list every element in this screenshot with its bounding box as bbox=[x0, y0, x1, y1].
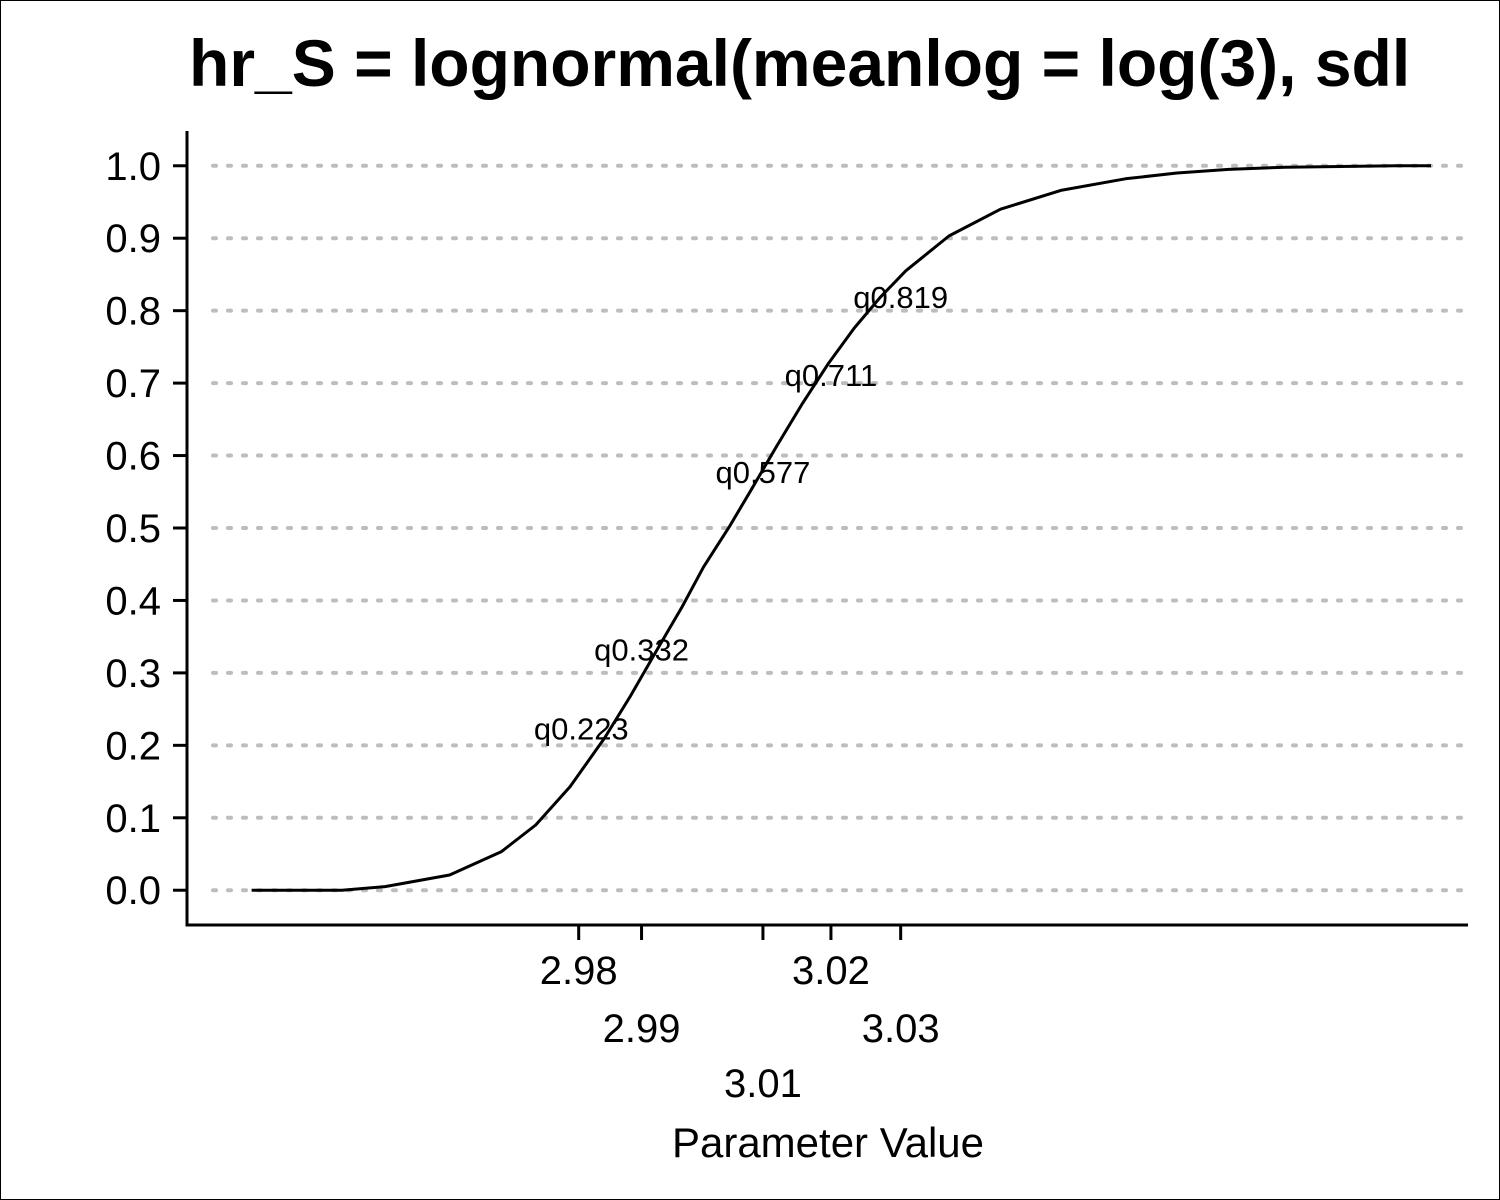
point-label-3: q0.711 bbox=[785, 358, 878, 393]
y-ticks: 0.0 0.1 0.2 0.3 0.4 0.5 0.6 0.7 0.8 0.9 1.0 bbox=[105, 145, 187, 913]
y-tick-label-7: 0.7 bbox=[105, 362, 161, 406]
y-tick-label-10: 1.0 bbox=[105, 145, 161, 189]
point-label-2: q0.577 bbox=[716, 455, 811, 490]
point-labels: q0.223 q0.332 q0.577 q0.711 q0.819 bbox=[534, 280, 948, 747]
x-tick-label-1: 2.99 bbox=[603, 1007, 681, 1051]
grid-lines bbox=[211, 163, 1470, 893]
y-tick-label-3: 0.3 bbox=[105, 652, 161, 696]
y-tick-label-0: 0.0 bbox=[105, 869, 161, 913]
x-ticks: 2.98 2.99 3.01 3.02 3.03 bbox=[540, 925, 940, 1106]
y-tick-label-2: 0.2 bbox=[105, 724, 161, 768]
series-line bbox=[251, 164, 1431, 892]
y-tick-label-9: 0.9 bbox=[105, 217, 161, 261]
point-label-1: q0.332 bbox=[594, 633, 689, 668]
x-tick-label-4: 3.03 bbox=[862, 1007, 940, 1051]
y-tick-label-5: 0.5 bbox=[105, 507, 161, 551]
chart-title: hr_S = lognormal(meanlog = log(3), sdl bbox=[189, 26, 1411, 100]
x-tick-label-0: 2.98 bbox=[540, 949, 618, 993]
y-tick-label-8: 0.8 bbox=[105, 290, 161, 334]
x-tick-label-3: 3.02 bbox=[792, 949, 870, 993]
x-axis-title: Parameter Value bbox=[672, 1119, 984, 1166]
y-tick-label-6: 0.6 bbox=[105, 435, 161, 479]
y-tick-label-1: 0.1 bbox=[105, 797, 161, 841]
point-label-0: q0.223 bbox=[534, 712, 629, 747]
point-label-4: q0.819 bbox=[853, 280, 948, 315]
y-tick-label-4: 0.4 bbox=[105, 579, 161, 623]
x-tick-label-2: 3.01 bbox=[724, 1062, 802, 1106]
